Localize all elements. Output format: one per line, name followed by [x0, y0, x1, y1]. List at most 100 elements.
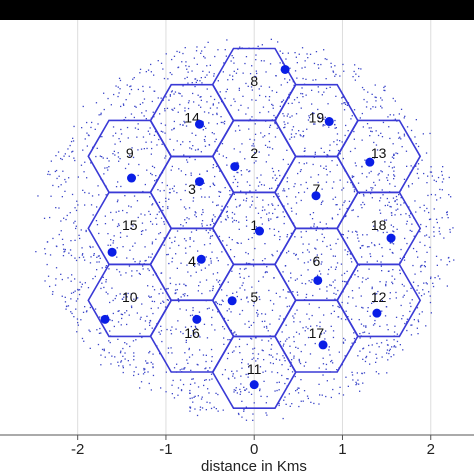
user-dot — [233, 148, 235, 150]
user-dot — [392, 269, 394, 271]
user-dot — [148, 352, 150, 354]
cell-hexagon — [149, 299, 235, 373]
user-dot — [423, 210, 426, 212]
user-dot — [128, 265, 131, 267]
user-dot — [157, 307, 159, 309]
user-dot — [278, 381, 280, 383]
user-dot — [233, 332, 235, 334]
user-dot — [74, 290, 76, 292]
user-dot — [410, 165, 412, 167]
user-dot — [296, 388, 298, 391]
user-dot — [386, 231, 388, 233]
user-dot — [155, 179, 158, 181]
user-dot — [312, 294, 314, 297]
user-dot — [182, 85, 184, 87]
user-dot — [319, 394, 321, 396]
user-dot — [275, 75, 277, 77]
user-dot — [262, 136, 264, 138]
user-dot — [391, 281, 393, 283]
user-dot — [351, 184, 354, 186]
cell-hexagon — [149, 83, 235, 158]
user-dot — [264, 209, 266, 211]
user-dot — [378, 346, 380, 348]
user-dot — [239, 129, 241, 131]
user-dot — [341, 189, 343, 191]
user-dot — [378, 179, 381, 181]
user-dot — [138, 163, 140, 166]
user-dot — [422, 289, 424, 291]
user-dot — [189, 245, 191, 248]
user-dot — [371, 302, 373, 304]
user-dot — [170, 329, 172, 331]
user-dot — [100, 364, 102, 366]
user-dot — [97, 255, 100, 257]
user-dot — [431, 175, 433, 177]
user-dot — [271, 167, 274, 170]
user-dot — [416, 307, 419, 309]
user-dot — [270, 218, 272, 220]
user-dot — [251, 196, 253, 198]
user-dot — [213, 222, 215, 224]
user-dot — [223, 343, 225, 345]
user-dot — [357, 215, 359, 218]
user-dot — [270, 38, 272, 40]
user-dot — [168, 99, 170, 101]
user-dot — [70, 292, 73, 294]
base-station — [255, 226, 265, 236]
user-dot — [253, 347, 256, 349]
user-dot — [252, 265, 255, 267]
user-dot — [295, 202, 298, 204]
user-dot — [197, 290, 199, 292]
user-dot — [375, 371, 377, 373]
user-dot — [67, 305, 70, 307]
user-dot — [124, 342, 126, 344]
user-dot — [132, 245, 134, 247]
user-dot — [247, 376, 249, 378]
user-dot — [385, 285, 387, 287]
user-dot — [378, 172, 380, 175]
user-dot — [436, 199, 438, 201]
user-dot — [380, 105, 382, 107]
user-dot — [417, 145, 420, 148]
user-dot — [429, 301, 432, 304]
user-dot — [214, 216, 216, 218]
user-dot — [387, 116, 389, 118]
user-dot — [300, 169, 302, 171]
x-tick-label: 0 — [250, 441, 258, 458]
user-dot — [233, 175, 235, 178]
user-dot — [250, 324, 252, 326]
user-dot — [351, 261, 353, 263]
user-dot — [388, 352, 390, 355]
user-dot — [236, 185, 239, 188]
user-dot — [261, 349, 263, 351]
user-dot — [305, 296, 307, 299]
user-dot — [417, 256, 419, 258]
user-dot — [82, 256, 85, 258]
user-dot — [239, 268, 241, 270]
cell-label: 11 — [247, 361, 262, 377]
user-dot — [82, 105, 84, 108]
user-dot — [232, 373, 234, 375]
user-dot — [95, 220, 98, 222]
user-dot — [379, 197, 382, 199]
user-dot — [135, 297, 138, 300]
user-dot — [222, 300, 224, 302]
user-dot — [260, 85, 262, 87]
user-dot — [64, 301, 67, 303]
user-dot — [354, 147, 356, 150]
user-dot — [272, 212, 274, 215]
user-dot — [342, 341, 345, 343]
user-dot — [355, 384, 357, 386]
user-dot — [186, 76, 188, 78]
user-dot — [228, 378, 230, 380]
user-dot — [320, 263, 322, 265]
user-dot — [209, 107, 212, 109]
user-dot — [394, 100, 396, 102]
user-dot — [55, 278, 57, 280]
user-dot — [302, 251, 304, 254]
user-dot — [416, 250, 418, 253]
user-dot — [424, 266, 426, 268]
user-dot — [46, 263, 48, 266]
user-dot — [75, 227, 77, 230]
user-dot — [120, 361, 122, 363]
